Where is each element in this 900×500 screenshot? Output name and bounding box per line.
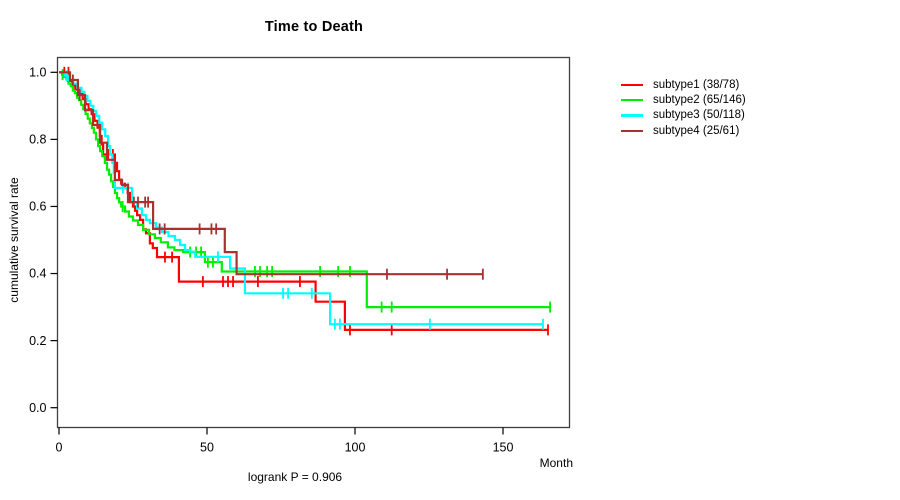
plot-box [56, 56, 571, 429]
legend-label-subtype4: subtype4 (25/61) [653, 124, 740, 137]
legend-label-subtype3: subtype3 (50/118) [653, 109, 745, 122]
y-tick-label: 0.0 [29, 401, 46, 415]
x-axis-label: Month [539, 456, 573, 470]
x-tick-label: 0 [56, 441, 63, 455]
y-tick-label: 0.6 [29, 200, 46, 214]
y-tick-label: 0.8 [29, 133, 46, 147]
chart-title: Time to Death [264, 19, 364, 35]
logrank-pvalue: logrank P = 0.906 [247, 470, 343, 484]
y-tick-label: 0.4 [29, 267, 46, 281]
legend-swatch-subtype1 [621, 83, 643, 86]
legend-item-subtype3: subtype3 (50/118) [621, 108, 746, 123]
x-tick-label: 50 [200, 441, 214, 455]
x-tick-label: 150 [493, 441, 514, 455]
curve-path-subtype2 [59, 71, 551, 309]
x-tick-label: 100 [345, 441, 366, 455]
legend-label-subtype1: subtype1 (38/78) [653, 78, 740, 91]
survival-curve-subtype4 [59, 71, 484, 280]
legend-label-subtype2: subtype2 (65/146) [653, 94, 746, 107]
legend-swatch-subtype4 [621, 129, 643, 133]
survival-curve-subtype2 [59, 69, 551, 313]
legend-item-subtype1: subtype1 (38/78) [621, 77, 746, 92]
y-tick-label: 1.0 [29, 66, 46, 80]
legend-item-subtype4: subtype4 (25/61) [621, 123, 746, 138]
survival-curve-subtype3 [59, 70, 544, 330]
legend-swatch-subtype2 [621, 98, 643, 102]
curve-path-subtype4 [59, 71, 483, 276]
legend-item-subtype2: subtype2 (65/146) [621, 92, 746, 107]
y-tick-label: 0.2 [29, 334, 46, 348]
legend-swatch-subtype3 [621, 114, 643, 117]
curve-path-subtype3 [59, 71, 543, 326]
legend: subtype1 (38/78) subtype2 (65/146) subtype… [621, 77, 746, 139]
